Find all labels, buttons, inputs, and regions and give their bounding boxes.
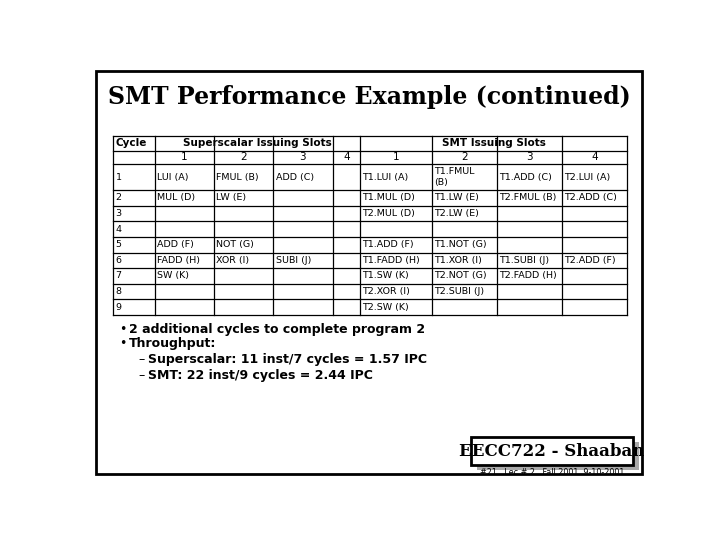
Text: T1.LUI (A): T1.LUI (A) [362, 173, 409, 181]
Text: #21   Lec # 2   Fall 2001  9-10-2001: #21 Lec # 2 Fall 2001 9-10-2001 [480, 468, 624, 477]
Text: 3: 3 [526, 152, 533, 163]
Text: –: – [138, 353, 144, 366]
Text: 2: 2 [462, 152, 468, 163]
Text: 7: 7 [116, 272, 122, 280]
Text: T2.LUI (A): T2.LUI (A) [564, 173, 611, 181]
Text: •: • [120, 337, 127, 350]
Text: T2.NOT (G): T2.NOT (G) [434, 272, 487, 280]
Text: ADD (C): ADD (C) [276, 173, 314, 181]
Text: T1.XOR (I): T1.XOR (I) [434, 256, 482, 265]
Text: SW (K): SW (K) [157, 272, 189, 280]
Text: T1.SUBI (J): T1.SUBI (J) [500, 256, 549, 265]
Text: 4: 4 [116, 225, 122, 234]
Text: SUBI (J): SUBI (J) [276, 256, 311, 265]
Text: T1.MUL (D): T1.MUL (D) [362, 193, 415, 202]
Text: LUI (A): LUI (A) [157, 173, 189, 181]
Text: T2.ADD (F): T2.ADD (F) [564, 256, 616, 265]
Text: 9: 9 [116, 303, 122, 312]
Text: 4: 4 [591, 152, 598, 163]
Text: •: • [120, 323, 127, 336]
Bar [477, 442, 639, 470]
Text: XOR (I): XOR (I) [216, 256, 249, 265]
Text: Throughput:: Throughput: [129, 337, 216, 350]
Text: –: – [138, 369, 144, 382]
Text: T1.ADD (C): T1.ADD (C) [500, 173, 552, 181]
Text: Cycle: Cycle [116, 138, 147, 148]
Text: T1.FMUL: T1.FMUL [434, 167, 475, 176]
Text: T2.FMUL (B): T2.FMUL (B) [500, 193, 557, 202]
Text: T2.SUBI (J): T2.SUBI (J) [434, 287, 485, 296]
Text: T1.FADD (H): T1.FADD (H) [362, 256, 420, 265]
Text: T2.FADD (H): T2.FADD (H) [500, 272, 557, 280]
Text: (B): (B) [434, 178, 449, 187]
Text: NOT (G): NOT (G) [216, 240, 254, 249]
Text: 1: 1 [116, 173, 122, 181]
Text: 2: 2 [116, 193, 122, 202]
Text: T2.ADD (C): T2.ADD (C) [564, 193, 617, 202]
Text: LW (E): LW (E) [216, 193, 246, 202]
Text: 4: 4 [343, 152, 350, 163]
Text: T2.XOR (I): T2.XOR (I) [362, 287, 410, 296]
Text: T2.MUL (D): T2.MUL (D) [362, 209, 415, 218]
Text: T1.LW (E): T1.LW (E) [434, 193, 480, 202]
Text: EECC722 - Shaaban: EECC722 - Shaaban [459, 443, 644, 460]
Bar [471, 437, 634, 465]
Text: Superscalar Issuing Slots: Superscalar Issuing Slots [183, 138, 332, 148]
Text: 5: 5 [116, 240, 122, 249]
Text: T2.SW (K): T2.SW (K) [362, 303, 409, 312]
Text: 2: 2 [240, 152, 247, 163]
Text: ADD (F): ADD (F) [157, 240, 194, 249]
Text: 2 additional cycles to complete program 2: 2 additional cycles to complete program … [129, 323, 425, 336]
Text: 1: 1 [393, 152, 400, 163]
Text: 3: 3 [116, 209, 122, 218]
Text: T1.ADD (F): T1.ADD (F) [362, 240, 414, 249]
Text: 1: 1 [181, 152, 187, 163]
Text: Superscalar: 11 inst/7 cycles = 1.57 IPC: Superscalar: 11 inst/7 cycles = 1.57 IPC [148, 353, 427, 366]
Text: T1.SW (K): T1.SW (K) [362, 272, 409, 280]
Text: MUL (D): MUL (D) [157, 193, 195, 202]
Text: 6: 6 [116, 256, 122, 265]
Text: FADD (H): FADD (H) [157, 256, 200, 265]
Text: 8: 8 [116, 287, 122, 296]
Text: FMUL (B): FMUL (B) [216, 173, 258, 181]
Text: SMT: 22 inst/9 cycles = 2.44 IPC: SMT: 22 inst/9 cycles = 2.44 IPC [148, 369, 373, 382]
Text: 3: 3 [300, 152, 306, 163]
Text: SMT Performance Example (continued): SMT Performance Example (continued) [107, 85, 631, 109]
Text: T1.NOT (G): T1.NOT (G) [434, 240, 487, 249]
Text: SMT Issuing Slots: SMT Issuing Slots [441, 138, 546, 148]
Text: T2.LW (E): T2.LW (E) [434, 209, 480, 218]
